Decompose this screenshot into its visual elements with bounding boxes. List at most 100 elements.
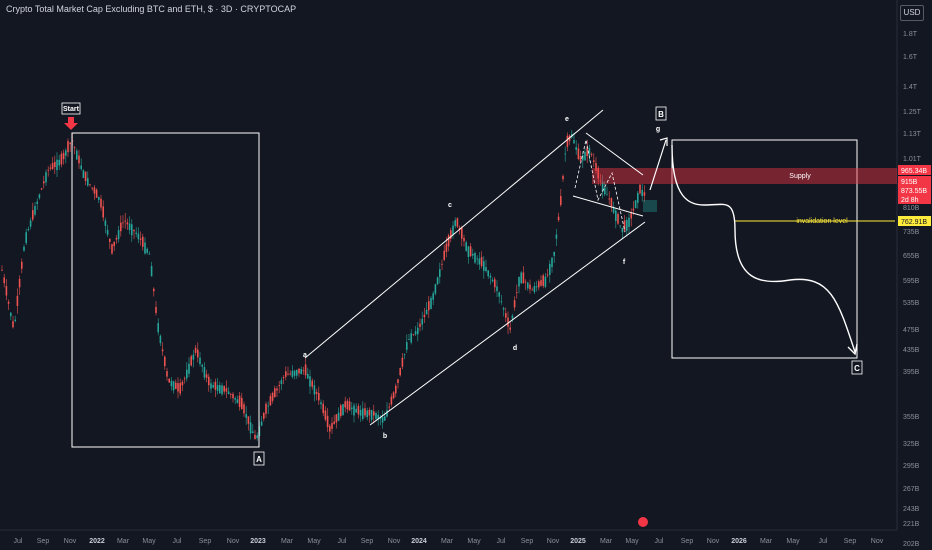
candle-body (194, 347, 197, 353)
candle-body (478, 258, 481, 265)
box-label-frame-a (253, 451, 265, 466)
candle-body (628, 217, 630, 227)
candle-body (344, 401, 346, 408)
candle-body (439, 269, 441, 277)
candle-body (392, 392, 395, 399)
candle-body (612, 206, 615, 213)
wave-label-a: a (303, 352, 307, 359)
channel-upper-line (304, 109, 604, 359)
candle-body (238, 395, 241, 407)
x-tick-label: Mar (760, 538, 773, 545)
candle-body (575, 147, 577, 150)
candle-body (51, 163, 54, 169)
y-tick-label: 595B (903, 278, 920, 285)
candle-body (267, 405, 269, 407)
supply-label: Supply (789, 173, 811, 180)
wave-label-d: d (513, 345, 517, 352)
candle-body (104, 220, 107, 226)
candle-body (608, 198, 610, 200)
candle-body (461, 227, 463, 239)
candle-body (621, 227, 624, 233)
price-marker-bg (898, 194, 931, 204)
candle-body (447, 235, 450, 247)
candle-body (436, 277, 439, 285)
candle-body (476, 258, 478, 260)
currency-button[interactable]: USD (900, 5, 924, 21)
candle-body (562, 175, 564, 180)
candle-body (406, 342, 408, 350)
candle-body (370, 409, 373, 420)
candle-body (315, 391, 318, 394)
candle-body (291, 370, 294, 378)
supply-zone (592, 168, 897, 184)
candle-body (630, 212, 632, 219)
candle-body (414, 331, 417, 335)
candle-body (190, 356, 192, 366)
candle-body (186, 369, 188, 379)
y-tick-label: 355B (903, 414, 920, 421)
candle-body (639, 184, 641, 194)
candle-body (324, 410, 327, 420)
candle-body (276, 388, 278, 391)
y-tick-label: 202B (903, 541, 920, 548)
candle-body (335, 414, 338, 423)
candle-body (445, 243, 448, 252)
candle-body (524, 281, 527, 283)
candle-body (60, 153, 63, 165)
candle-body (32, 210, 34, 220)
candle-body (309, 376, 311, 387)
candle-body (188, 363, 190, 374)
candle-body (106, 229, 109, 235)
candle-body (331, 423, 333, 429)
candle-body (252, 431, 254, 433)
candle-body (498, 292, 500, 297)
candle-body (54, 161, 56, 168)
y-tick-label: 295B (903, 463, 920, 470)
arrow-head-up (659, 137, 668, 146)
x-tick-label: Nov (871, 538, 884, 545)
candle-body (212, 385, 214, 388)
candle-body (377, 414, 379, 420)
candle-body (480, 257, 483, 267)
wedge-upper-line (585, 132, 644, 176)
candle-body (502, 308, 505, 310)
y-tick-label: 1.8T (903, 31, 918, 38)
x-tick-label: Mar (441, 538, 454, 545)
start-label: Start (63, 106, 80, 113)
candle-body (432, 293, 434, 300)
candle-body (27, 229, 30, 231)
price-marker-bg (898, 176, 931, 186)
range-box-a (71, 132, 260, 448)
price-marker-label: 2d 8h (901, 197, 919, 204)
candle-body (513, 300, 516, 308)
candle-body (560, 195, 562, 205)
candle-body (520, 272, 522, 284)
x-tick-label: Mar (281, 538, 294, 545)
x-tick-label: 2025 (570, 538, 586, 545)
candle-body (489, 275, 492, 278)
candle-body (18, 278, 21, 288)
candle-body (472, 253, 474, 256)
candle-body (606, 194, 608, 196)
candle-body (128, 223, 131, 231)
candle-body (423, 314, 426, 318)
candle-body (69, 142, 71, 145)
x-tick-label: Jul (173, 538, 182, 545)
candle-body (159, 335, 162, 344)
x-tick-label: Sep (681, 538, 694, 545)
candle-body (23, 246, 25, 251)
candle-body (247, 416, 250, 424)
candle-body (36, 201, 38, 204)
candle-body (5, 286, 8, 296)
candle-body (155, 306, 157, 313)
box-label-c: C (854, 364, 860, 373)
candle-body (463, 237, 465, 242)
candle-body (29, 220, 32, 227)
candle-body (546, 274, 549, 276)
candle-body (89, 184, 91, 186)
candle-body (595, 162, 597, 172)
candle-body (3, 277, 5, 284)
x-tick-label: Nov (227, 538, 240, 545)
candle-body (311, 380, 313, 387)
